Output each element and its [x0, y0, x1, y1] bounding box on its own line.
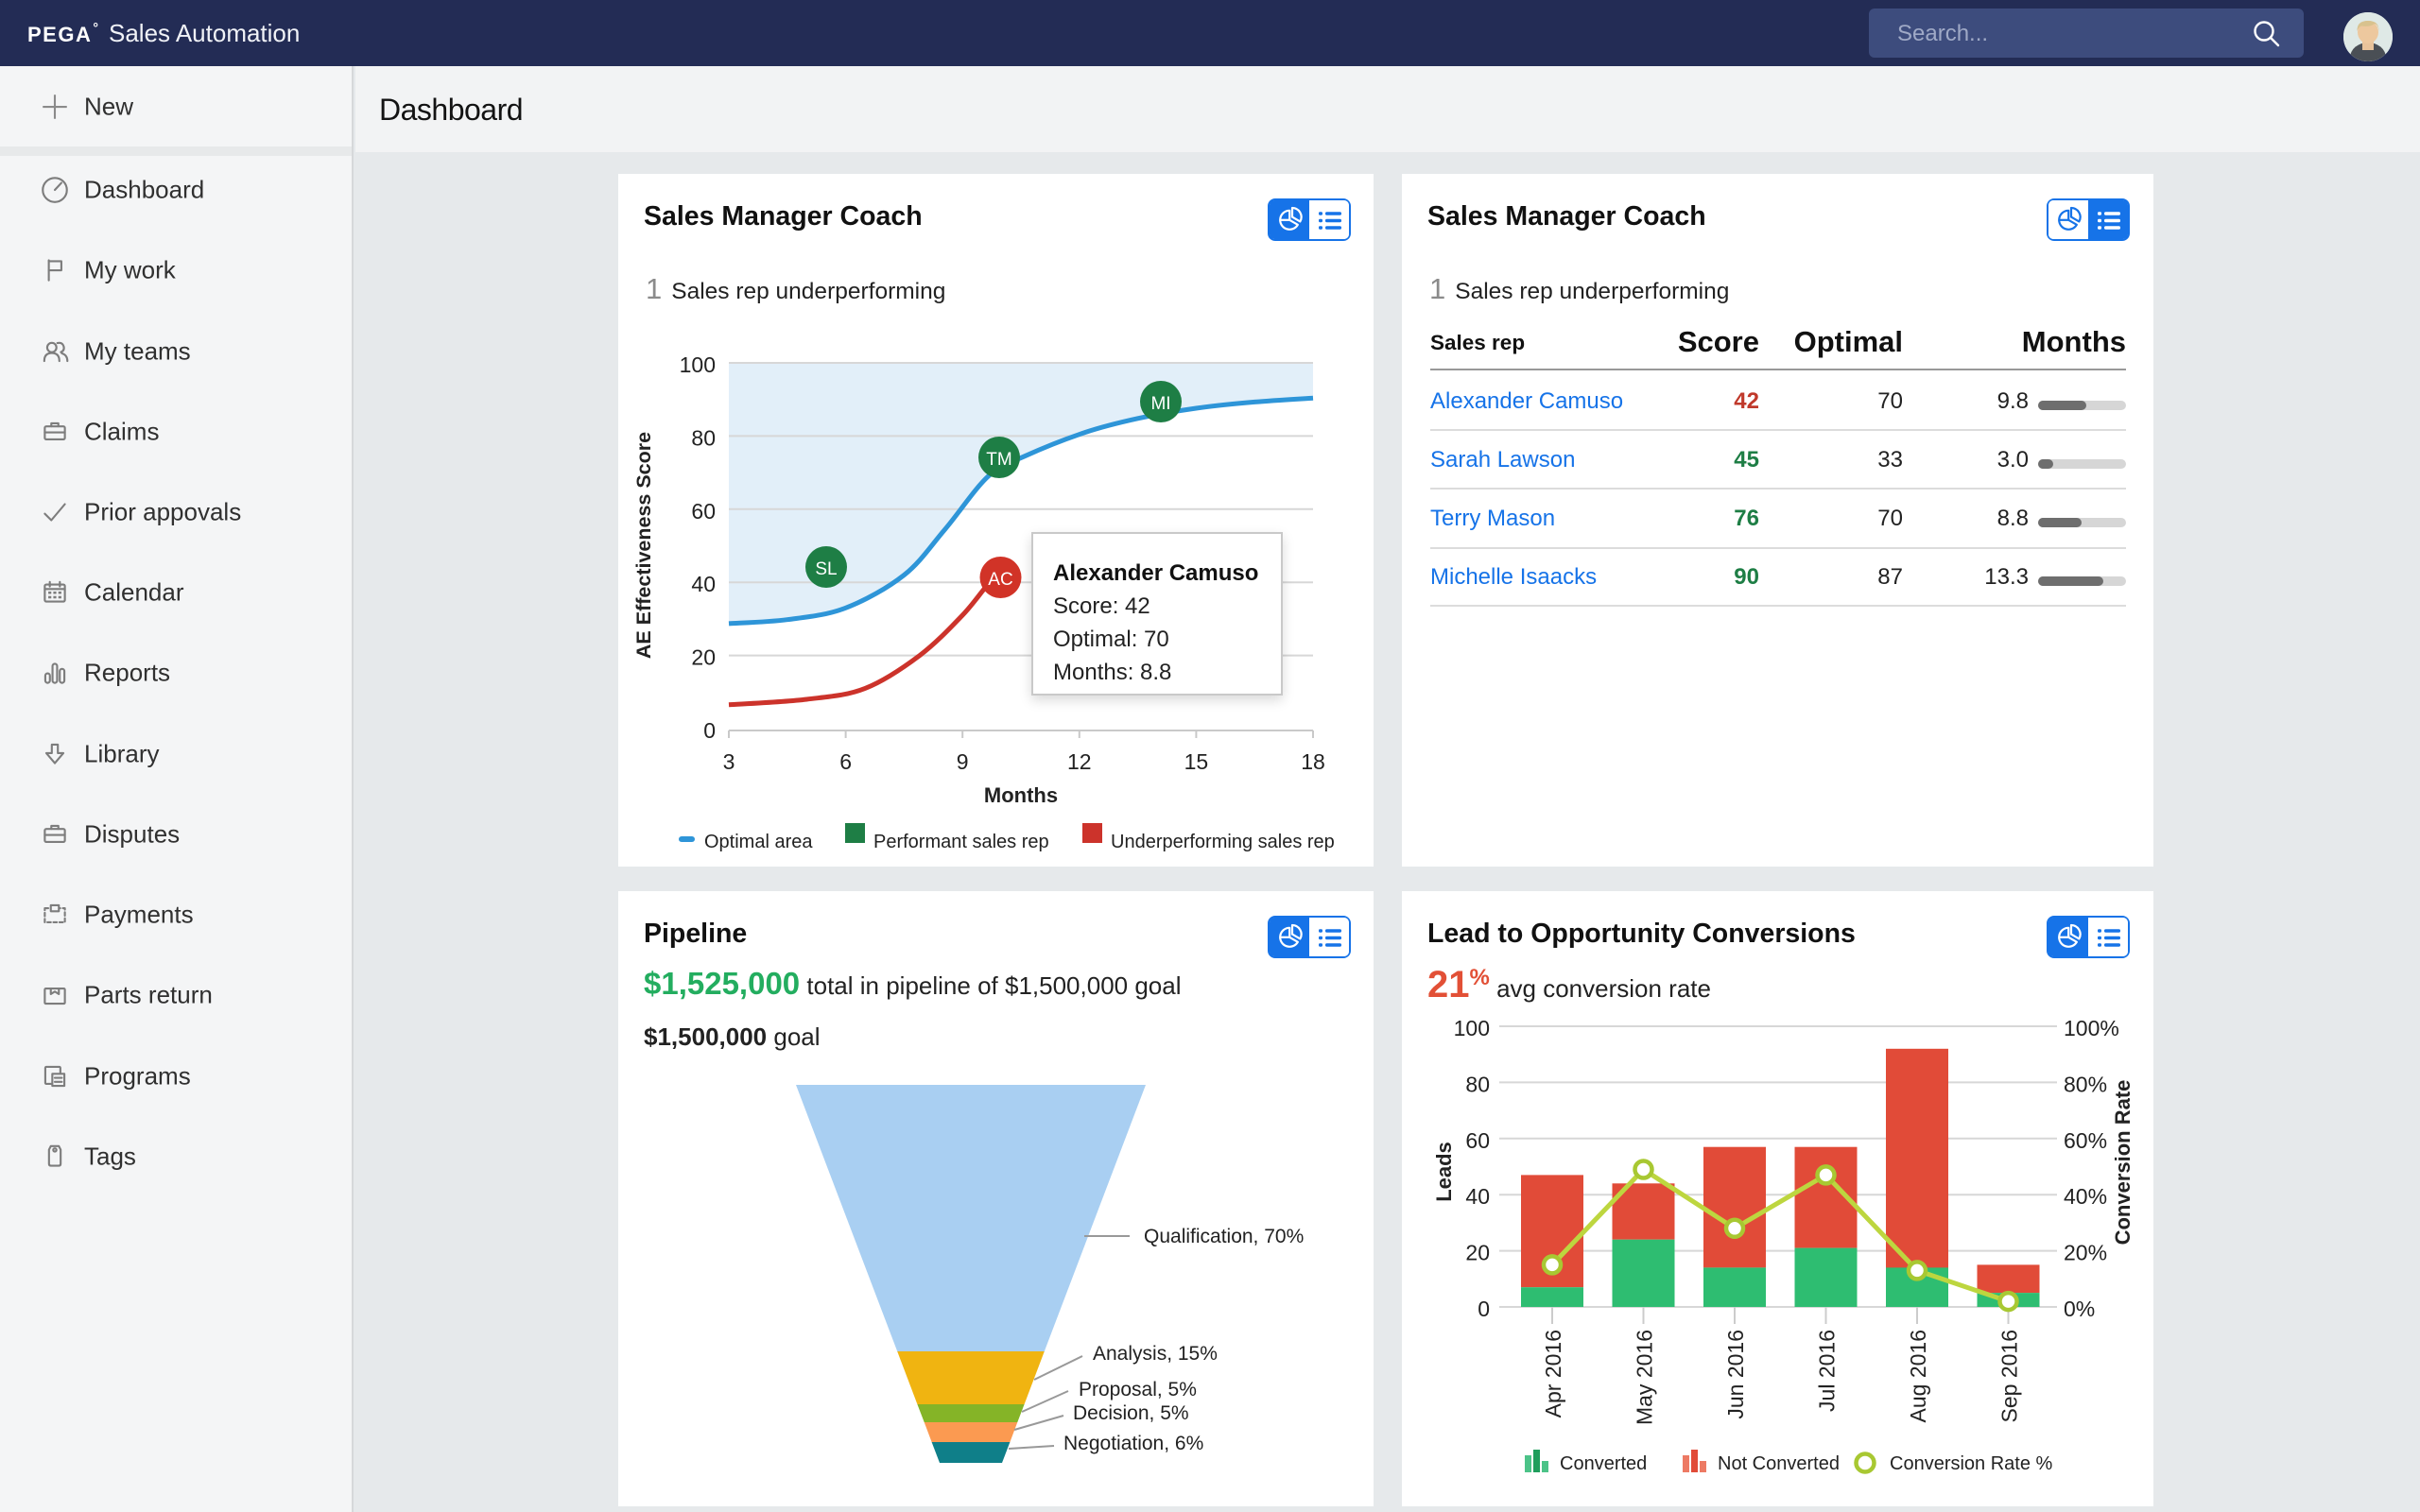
svg-text:Conversion Rate %: Conversion Rate % [1890, 1453, 2053, 1474]
svg-text:40%: 40% [2064, 1184, 2107, 1209]
svg-text:Sep 2016: Sep 2016 [1997, 1330, 2022, 1422]
svg-text:MI: MI [1150, 394, 1170, 414]
svg-text:0: 0 [703, 718, 716, 743]
svg-text:100: 100 [680, 352, 716, 377]
svg-text:Proposal, 5%: Proposal, 5% [1079, 1379, 1197, 1400]
svg-text:Optimal area: Optimal area [704, 832, 813, 852]
svg-text:12: 12 [1067, 749, 1092, 774]
svg-text:15: 15 [1184, 749, 1209, 774]
svg-text:Conversion Rate: Conversion Rate [2111, 1080, 2135, 1246]
svg-text:100: 100 [1454, 1016, 1490, 1040]
svg-text:Jul 2016: Jul 2016 [1815, 1330, 1840, 1412]
svg-text:Negotiation, 6%: Negotiation, 6% [1063, 1433, 1203, 1454]
svg-text:20: 20 [691, 645, 716, 670]
svg-text:60: 60 [1465, 1128, 1490, 1153]
svg-text:0: 0 [1478, 1297, 1490, 1321]
svg-text:Not Converted: Not Converted [1718, 1453, 1840, 1474]
svg-text:Performant sales rep: Performant sales rep [873, 832, 1049, 852]
svg-text:6: 6 [839, 749, 852, 774]
svg-text:AE Effectiveness Score: AE Effectiveness Score [632, 432, 655, 659]
svg-text:Leads: Leads [1432, 1142, 1456, 1202]
svg-text:Underperforming sales rep: Underperforming sales rep [1111, 832, 1335, 852]
svg-text:Converted: Converted [1560, 1453, 1647, 1474]
svg-text:40: 40 [1465, 1184, 1490, 1209]
svg-text:100%: 100% [2064, 1016, 2119, 1040]
svg-text:40: 40 [691, 572, 716, 596]
svg-text:60%: 60% [2064, 1128, 2107, 1153]
svg-text:20: 20 [1465, 1241, 1490, 1265]
svg-text:60: 60 [691, 499, 716, 524]
svg-text:Months: Months [984, 783, 1058, 807]
svg-text:Qualification, 70%: Qualification, 70% [1144, 1226, 1304, 1247]
svg-text:Apr 2016: Apr 2016 [1541, 1330, 1565, 1418]
svg-text:AC: AC [988, 570, 1012, 590]
svg-text:May 2016: May 2016 [1633, 1330, 1657, 1425]
svg-text:20%: 20% [2064, 1241, 2107, 1265]
svg-text:80%: 80% [2064, 1072, 2107, 1096]
svg-text:Decision, 5%: Decision, 5% [1073, 1402, 1189, 1424]
svg-text:80: 80 [691, 425, 716, 450]
svg-text:Aug 2016: Aug 2016 [1906, 1330, 1930, 1422]
svg-text:Analysis, 15%: Analysis, 15% [1093, 1343, 1218, 1365]
svg-text:Jun 2016: Jun 2016 [1723, 1330, 1748, 1419]
svg-text:0%: 0% [2064, 1297, 2095, 1321]
svg-text:80: 80 [1465, 1072, 1490, 1096]
svg-text:18: 18 [1301, 749, 1325, 774]
svg-text:3: 3 [723, 749, 735, 774]
svg-text:TM: TM [986, 450, 1011, 470]
svg-text:9: 9 [957, 749, 969, 774]
svg-text:SL: SL [815, 559, 837, 579]
